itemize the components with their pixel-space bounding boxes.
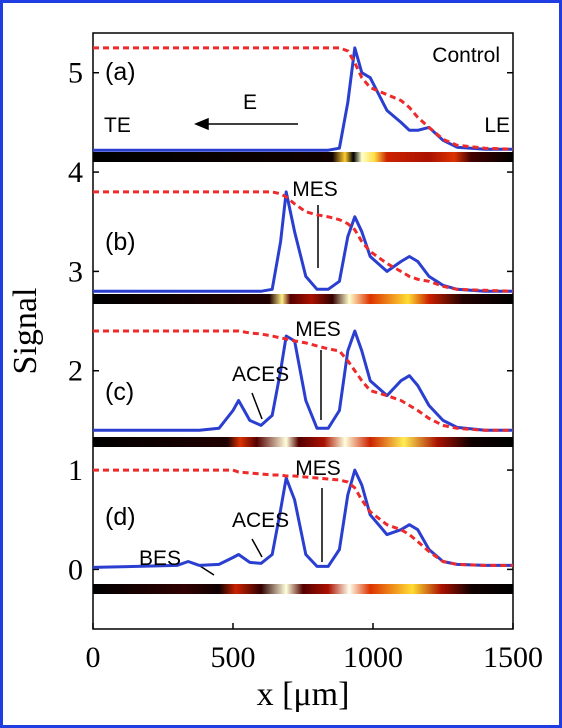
annotation: (d)	[105, 503, 136, 531]
annotation: Control	[432, 44, 500, 67]
x-tick-label: 0	[86, 641, 101, 674]
annotation: (c)	[105, 378, 134, 406]
strip	[93, 437, 513, 447]
y-tick-label: 0	[68, 553, 83, 586]
x-tick-label: 1500	[483, 641, 543, 674]
x-tick-label: 1000	[343, 641, 403, 674]
strip	[93, 294, 513, 304]
y-tick-label: 1	[68, 454, 83, 487]
chart: Signal x [μm] 0 1 2 3 4 5 0 500 1000 1500 Control (…	[0, 0, 562, 728]
annotation: LE	[484, 114, 510, 137]
annotation: MES	[292, 178, 338, 201]
strip	[93, 584, 513, 594]
x-axis-label: x [μm]	[257, 676, 350, 713]
x-tick-label: 500	[211, 641, 256, 674]
y-tick-label: 4	[68, 156, 83, 189]
strip	[93, 152, 513, 162]
y-axis-label: Signal	[7, 288, 44, 375]
y-tick-label: 3	[68, 255, 83, 288]
y-tick-label: 2	[68, 355, 83, 388]
annotation: TE	[104, 114, 131, 137]
annotation: (a)	[105, 58, 136, 86]
annotation: E	[243, 91, 257, 114]
annotation: MES	[295, 457, 341, 480]
annotation: (b)	[105, 228, 136, 256]
annotation: MES	[295, 318, 341, 341]
y-tick-label: 5	[68, 57, 83, 90]
annotation: ACES	[232, 509, 289, 532]
annotation: ACES	[232, 363, 289, 386]
annotation: BES	[139, 547, 181, 570]
